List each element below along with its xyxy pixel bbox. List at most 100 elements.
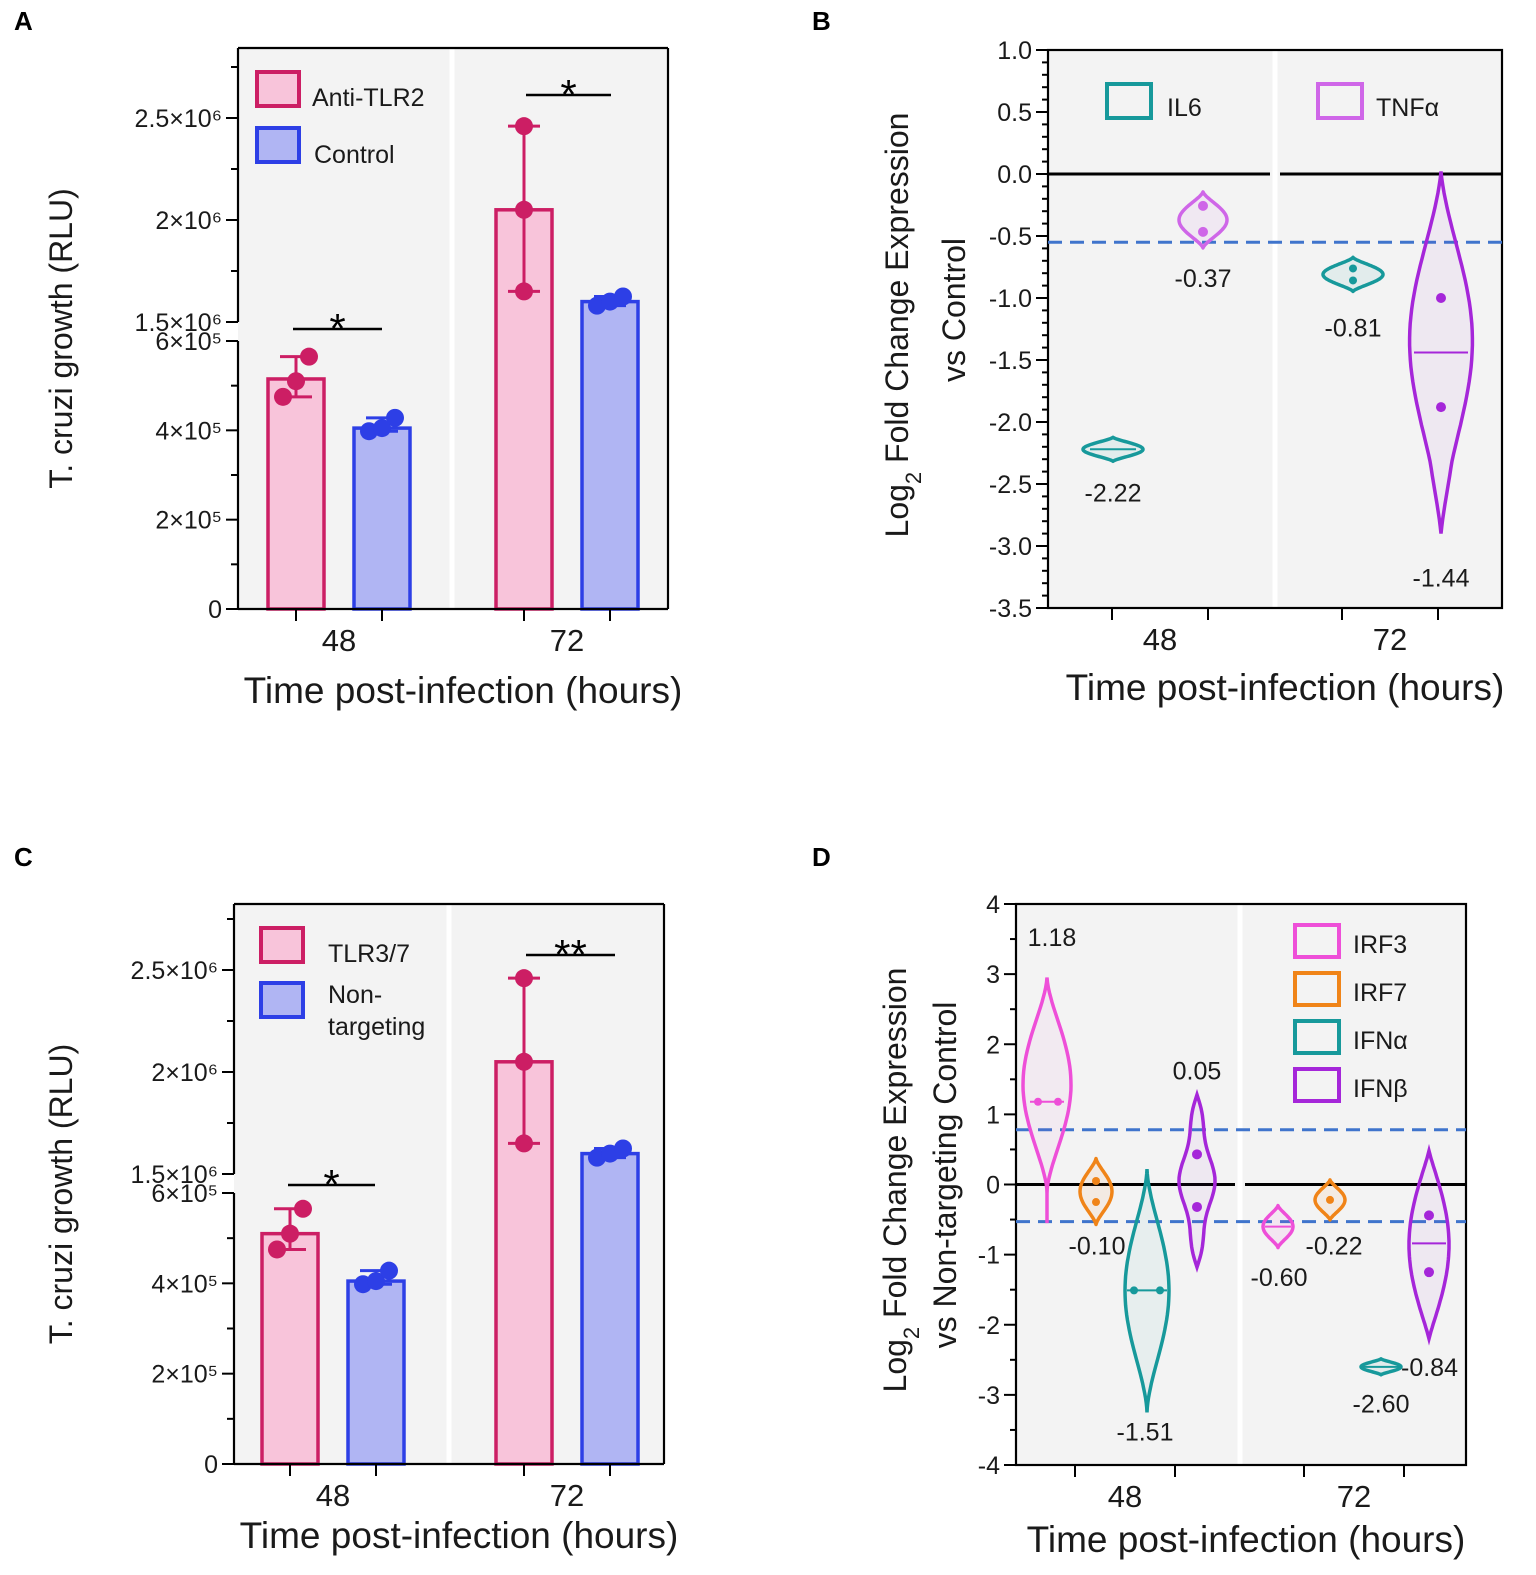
data-point (1156, 1286, 1164, 1295)
data-point (1198, 200, 1208, 211)
data-point (1034, 1097, 1042, 1106)
y-tick-label: -2.0 (989, 409, 1032, 437)
legend-label: IL6 (1167, 94, 1202, 122)
y-tick-label: 2×10⁵ (155, 507, 222, 535)
y-tick-label: -0.5 (989, 223, 1032, 251)
x-axis-title: Time post-infection (hours) (1066, 667, 1505, 708)
data-point (1192, 1149, 1202, 1160)
bar-Non-targeting-72 (580, 1151, 640, 1466)
value-label: -2.60 (1353, 1390, 1410, 1418)
data-point (614, 287, 632, 306)
y-tick-label: 2×10⁶ (155, 207, 222, 235)
data-point (294, 1199, 312, 1218)
bar-Control-72 (580, 299, 640, 611)
value-label: -1.51 (1117, 1418, 1174, 1446)
data-point (1192, 1201, 1202, 1212)
value-label: -1.44 (1413, 564, 1470, 592)
data-point (373, 419, 391, 438)
y-tick-label: 0.5 (997, 99, 1032, 127)
data-point (1349, 264, 1357, 273)
data-point (367, 1272, 385, 1291)
value-label: -0.84 (1401, 1354, 1458, 1382)
data-point (274, 387, 292, 406)
y-tick-label: 6×10⁵ (151, 1180, 218, 1208)
data-point (515, 1052, 533, 1071)
panel-letter-D: D (812, 842, 831, 872)
violin-IRF3-48 (1021, 977, 1073, 1224)
value-label: -2.22 (1085, 479, 1142, 507)
data-point (1092, 1176, 1100, 1185)
y-tick-label: -1.0 (989, 285, 1032, 313)
data-point (1349, 276, 1357, 285)
legend-swatch (255, 70, 301, 108)
legend-swatch (1105, 82, 1153, 120)
y-tick-label: 3 (986, 961, 1000, 989)
panel-letter-C: C (14, 842, 33, 872)
data-point (287, 372, 305, 391)
x-axis-title: Time post-infection (hours) (1027, 1519, 1466, 1560)
data-point (1326, 1195, 1334, 1204)
significance-stars: ** (554, 931, 587, 978)
y-tick-label: 0.0 (997, 161, 1032, 189)
legend-swatch (1293, 971, 1341, 1007)
y-axis-title: Log2 Fold Change Expression (877, 968, 924, 1393)
legend-label: targeting (328, 1013, 425, 1041)
y-tick-label: 2×10⁶ (151, 1059, 218, 1087)
x-axis-title: Time post-infection (hours) (244, 670, 683, 711)
legend-label: TLR3/7 (328, 940, 410, 968)
legend-swatch (1316, 82, 1364, 120)
data-point (1130, 1286, 1138, 1295)
violin-TNFa-48 (1177, 190, 1229, 250)
y-tick-label: -1.5 (989, 347, 1032, 375)
panel-letter-B: B (812, 6, 831, 36)
data-point (268, 1240, 286, 1259)
plot-frame (1046, 48, 1504, 610)
y-tick-label: -2.5 (989, 471, 1032, 499)
violin-IFNb-48 (1177, 1088, 1217, 1273)
x-tick-label: 72 (550, 623, 584, 658)
legend-swatch (255, 126, 301, 164)
data-point (515, 1134, 533, 1153)
y-tick-label: 0 (208, 596, 222, 624)
data-point (515, 200, 533, 219)
data-point (1092, 1198, 1100, 1207)
y-axis-title: Log2 Fold Change Expression (879, 113, 926, 538)
panel-letter-A: A (14, 6, 33, 36)
legend-label: Non- (328, 981, 382, 1009)
data-point (281, 1224, 299, 1243)
value-label: -0.22 (1306, 1233, 1363, 1261)
x-tick-label: 48 (316, 1478, 350, 1513)
y-tick-label: 6×10⁵ (155, 328, 222, 356)
y-tick-label: -3 (978, 1382, 1000, 1410)
y-axis-title: T. cruzi growth (RLU) (43, 188, 79, 489)
bar-Anti-TLR2-48 (266, 377, 326, 611)
y-tick-label: 1.5×10⁶ (135, 309, 222, 337)
y-tick-label: 1.5×10⁶ (131, 1161, 218, 1189)
y-tick-label: 4×10⁵ (155, 417, 222, 445)
legend-label: IRF7 (1353, 979, 1407, 1007)
bar-Control-48 (352, 426, 412, 611)
legend-swatch (259, 981, 305, 1019)
violin-IRF7-48 (1078, 1156, 1114, 1227)
legend-label: IFNα (1353, 1027, 1408, 1055)
data-point (515, 282, 533, 301)
data-point (1424, 1210, 1434, 1221)
x-tick-label: 48 (1108, 1479, 1142, 1514)
value-label: -0.37 (1175, 265, 1232, 293)
y-tick-label: 0 (986, 1172, 1000, 1200)
y-axis-title: T. cruzi growth (RLU) (43, 1044, 79, 1345)
violin-IFNb-72 (1407, 1143, 1451, 1346)
data-point (614, 1139, 632, 1158)
legend-label: Anti-TLR2 (312, 84, 425, 112)
y-tick-label: -2 (978, 1312, 1000, 1340)
legend-label: IRF3 (1353, 931, 1407, 959)
data-point (1054, 1097, 1062, 1106)
x-axis-title: Time post-infection (hours) (240, 1515, 679, 1556)
y-tick-label: -1 (978, 1242, 1000, 1270)
data-point (1436, 402, 1446, 413)
value-label: 0.05 (1173, 1057, 1222, 1085)
value-label: 1.18 (1028, 924, 1077, 952)
legend-label: Control (314, 141, 395, 169)
legend-swatch (1293, 1067, 1341, 1103)
value-label: -0.60 (1251, 1264, 1308, 1292)
